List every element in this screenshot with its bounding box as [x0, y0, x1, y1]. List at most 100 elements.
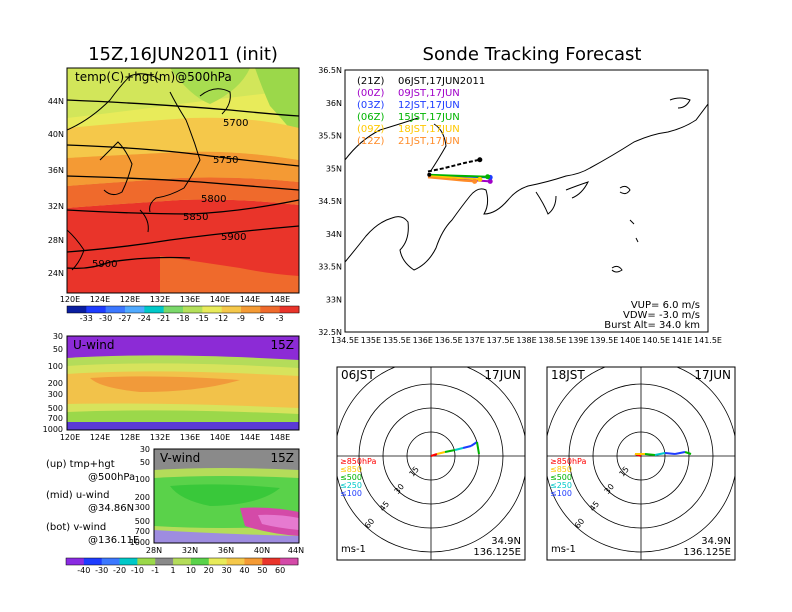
y-tick: 700	[135, 527, 150, 536]
legend-line: @500hPa	[88, 472, 135, 483]
colorbar-cell	[137, 558, 156, 565]
x-tick: 44N	[288, 546, 304, 555]
lon-tick: 136E	[413, 336, 433, 345]
y-tick: 1000	[43, 425, 63, 434]
vwind-y-ticks: 30 50 100 200 300 500 700 1000	[130, 445, 150, 547]
colorbar-tick: -15	[196, 314, 209, 323]
colorbar-tick: 30	[222, 566, 232, 575]
colorbar-cell	[67, 306, 87, 313]
lon-tick: 138.5E	[538, 336, 566, 345]
colorbar-cell	[221, 306, 242, 313]
contour-label-group: 5700 5750 5800 5850 5900 5900	[92, 118, 248, 270]
launch-run: (12Z)	[357, 136, 384, 147]
x-tick: 124E	[90, 433, 110, 442]
legend-line: @136.11E	[88, 535, 139, 546]
hodograph-date: 17JUN	[694, 368, 731, 382]
contour-label-5850: 5850	[183, 212, 208, 223]
lon-tick: 124E	[90, 295, 110, 304]
uwind-frame	[66, 335, 300, 431]
x-tick: 136E	[180, 433, 200, 442]
vwind-label: V-wind	[160, 451, 200, 465]
level-legend: ≤250	[550, 481, 572, 490]
colorbar-cell	[226, 558, 245, 565]
y-tick: 50	[140, 458, 150, 467]
track-endpoint	[485, 174, 491, 180]
colorbar-cell	[125, 306, 145, 313]
x-tick: 148E	[270, 433, 290, 442]
colorbar-cell	[202, 306, 223, 313]
hodograph-segment	[644, 453, 656, 456]
hodograph-lon: 136.125E	[473, 547, 521, 558]
hodograph-unit: ms-1	[341, 544, 366, 555]
x-tick: 140E	[210, 433, 230, 442]
temperature-heatmap	[67, 68, 299, 293]
lon-tick: 137E	[464, 336, 484, 345]
colorbar-cell	[244, 558, 263, 565]
hodograph-segment	[444, 449, 456, 453]
y-tick: 700	[48, 414, 63, 423]
x-tick: 132E	[150, 433, 170, 442]
colorbar-cell	[190, 558, 210, 565]
colorbar-cell	[208, 558, 228, 565]
level-legend: ≤100	[340, 489, 362, 498]
hodograph-segment	[462, 445, 472, 449]
hodograph-segment	[664, 452, 676, 455]
hodograph-lon: 136.125E	[683, 547, 731, 558]
colorbar-tick: -3	[276, 314, 284, 323]
colorbar-cell	[183, 306, 203, 313]
y-tick: 300	[48, 390, 63, 399]
colorbar-tick: -12	[215, 314, 228, 323]
colorbar-tick: -9	[237, 314, 245, 323]
colorbar-cell	[280, 558, 299, 565]
colorbar-cell	[155, 558, 174, 565]
lon-tick: 137.5E	[487, 336, 515, 345]
map-lat-ticks: 44N 40N 36N 32N 28N 24N	[48, 97, 64, 278]
lat-tick: 36N	[48, 166, 64, 175]
colorbar-frame	[65, 557, 299, 566]
colorbar-cell	[260, 306, 281, 313]
y-tick: 100	[135, 475, 150, 484]
launch-time: 09JST,17JUN	[398, 88, 460, 99]
map-label: temp(C)+hgt(m)@500hPa	[75, 70, 232, 84]
colorbar-cell	[101, 558, 121, 565]
x-tick: 36N	[218, 546, 234, 555]
lat-tick: 34.5N	[318, 197, 342, 206]
lat-tick: 36.5N	[318, 66, 342, 75]
launch-point	[427, 172, 432, 177]
uwind-time: 15Z	[271, 338, 295, 352]
lon-tick: 128E	[120, 295, 140, 304]
param-line: VUP= 6.0 m/s	[631, 300, 700, 311]
track-series-group	[427, 157, 493, 184]
x-tick: 28N	[146, 546, 162, 555]
launch-run: (21Z)	[357, 76, 384, 87]
colorbar-cell	[86, 306, 107, 313]
vwind-time: 15Z	[271, 451, 295, 465]
hodograph-lat: 34.9N	[701, 536, 731, 547]
level-legend: ≥850hPa	[550, 457, 587, 466]
x-tick: 32N	[182, 546, 198, 555]
level-legend: ≤500	[340, 473, 362, 482]
lon-tick: 120E	[60, 295, 80, 304]
vwind-frame	[153, 448, 300, 544]
vwind-colorbar: -40 -30 -20 -10 -1 1 10 20 30 40 50 60	[65, 557, 299, 575]
hodograph-segment	[470, 441, 478, 447]
lat-tick: 35.5N	[318, 132, 342, 141]
colorbar-cell	[262, 558, 281, 565]
launch-time: 06JST,17JUN2011	[398, 76, 485, 87]
flight-params: VUP= 6.0 m/s VDW= -3.0 m/s Burst Alt= 34…	[604, 300, 700, 331]
lat-tick: 40N	[48, 130, 64, 139]
uwind-x-ticks: 120E 124E 128E 132E 136E 140E 144E 148E	[60, 433, 290, 442]
y-tick: 30	[140, 445, 150, 454]
lon-tick: 139.5E	[590, 336, 618, 345]
level-legend: ≤850	[340, 465, 362, 474]
uwind-y-ticks: 30 50 100 200 300 500 700 1000	[43, 332, 63, 434]
hodograph-segment	[476, 441, 480, 455]
hodograph-segment	[430, 453, 438, 457]
colorbar-tick: -27	[118, 314, 131, 323]
launch-legend: (21Z) 06JST,17JUN2011 (00Z) 09JST,17JUN (03Z…	[357, 76, 485, 147]
launch-time: 12JST,17JUN	[398, 100, 460, 111]
colorbar-cell	[173, 558, 192, 565]
colorbar-tick: -40	[77, 566, 90, 575]
hodograph-segment	[436, 451, 446, 455]
